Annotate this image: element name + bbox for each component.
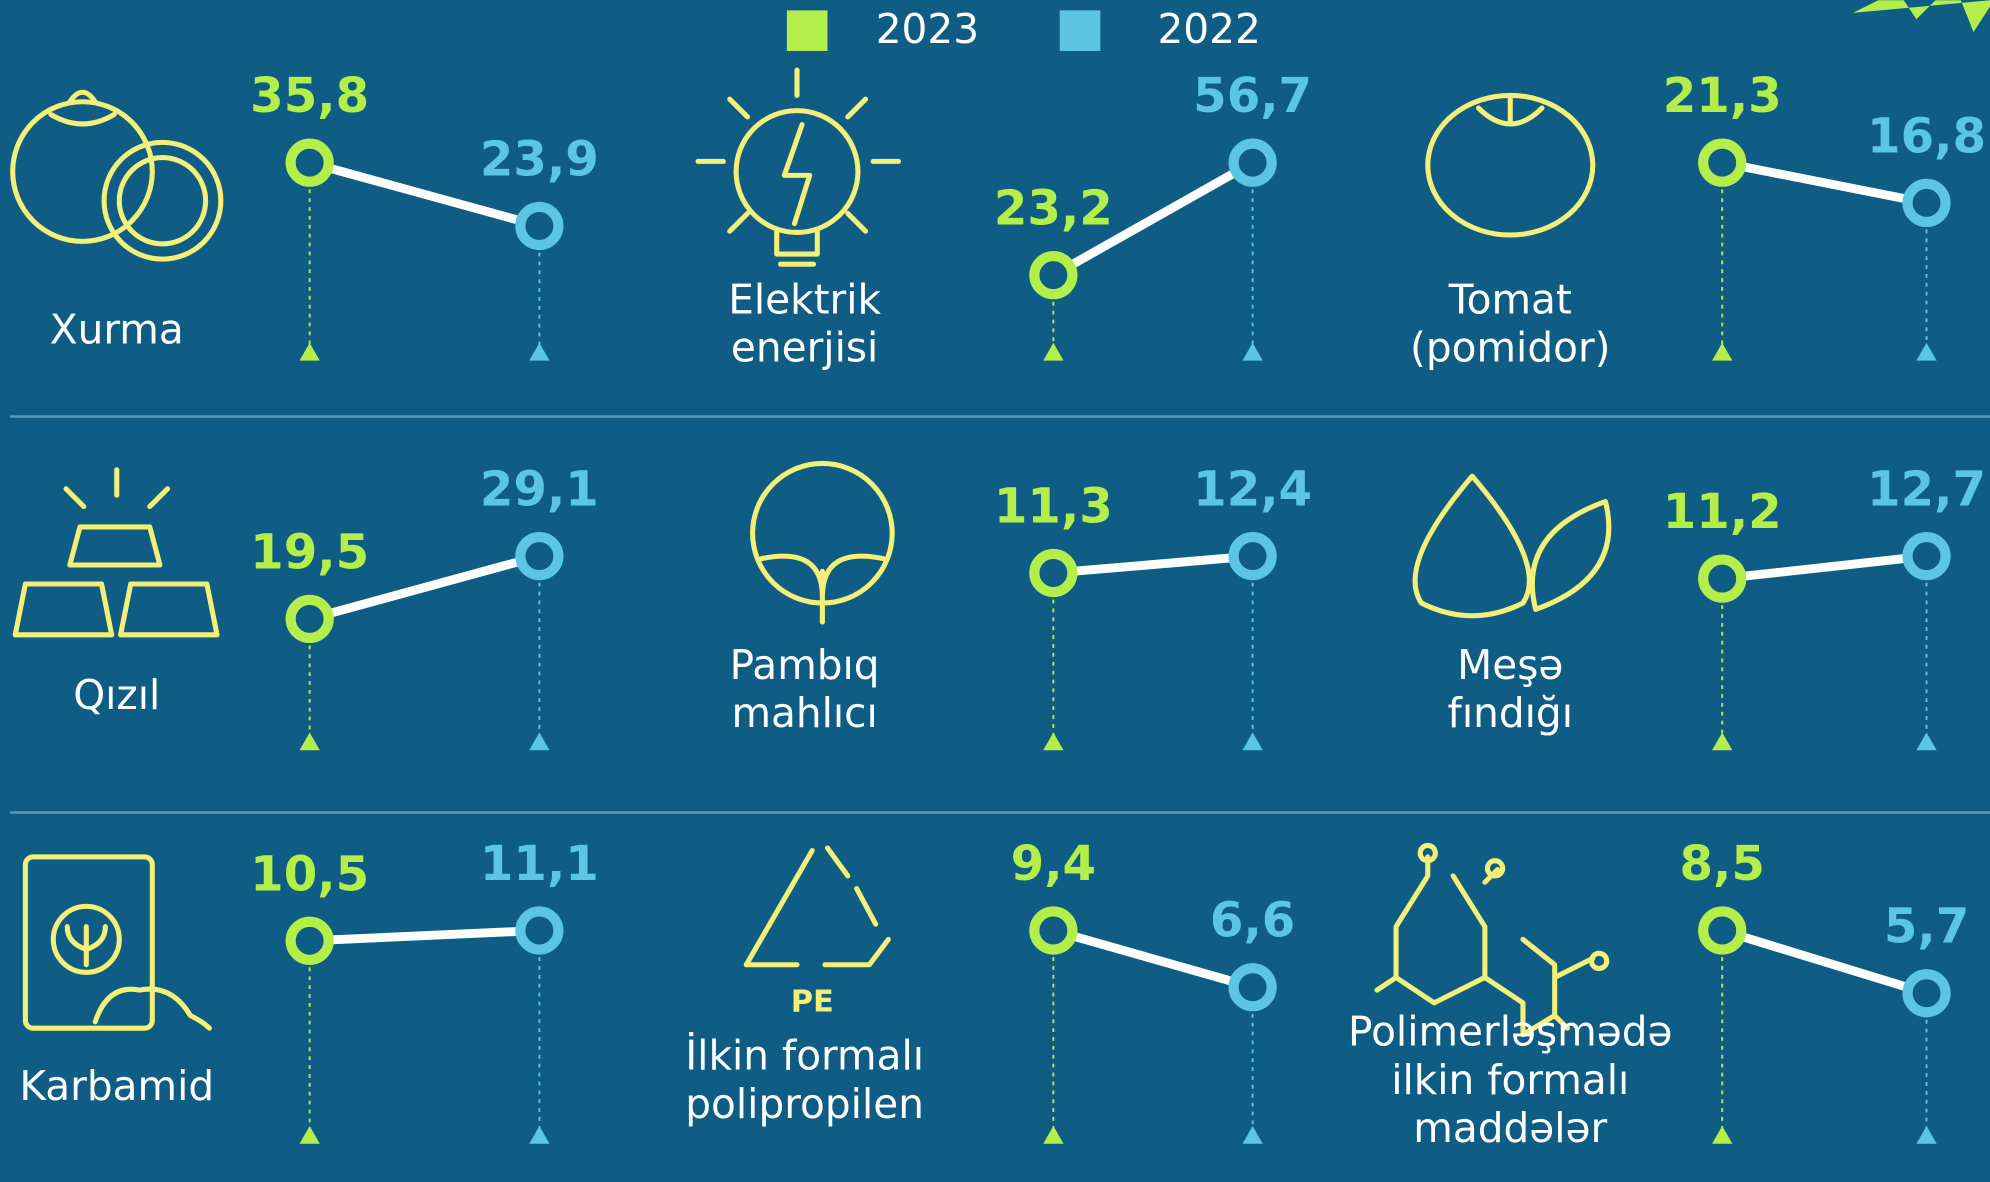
point (1902, 531, 1951, 581)
panel-name: İlkin formalı (685, 1032, 924, 1080)
point (1029, 548, 1078, 598)
marker-triangle (529, 342, 550, 361)
decoration (1852, 0, 1990, 32)
value-label: 9,4 (1011, 836, 1096, 892)
point (515, 531, 564, 581)
marker-triangle (299, 732, 320, 751)
value-label: 29,1 (480, 462, 599, 518)
marker-triangle (1916, 342, 1937, 361)
point (1029, 906, 1078, 955)
slope-line (1720, 926, 1928, 998)
value-label: 35,8 (250, 68, 369, 124)
panel-name: Polimerləşmədə (1348, 1008, 1672, 1056)
icons: PE (10, 67, 1612, 1038)
value-label: 6,6 (1210, 893, 1295, 949)
panel-name: Meşə (1457, 641, 1563, 689)
icon-gold (12, 467, 220, 638)
value-label: 56,7 (1193, 68, 1312, 124)
value-label: 11,3 (994, 479, 1113, 535)
point (1228, 138, 1277, 187)
panel-name: ilkin formalı (1391, 1056, 1629, 1104)
point (285, 916, 334, 965)
icon-tomato (1425, 92, 1596, 238)
panel-name: (pomidor) (1410, 323, 1610, 371)
icon-molecule (1374, 842, 1610, 1038)
value-label: 11,1 (480, 836, 599, 892)
point (1698, 906, 1747, 955)
marker-triangle (1712, 732, 1733, 751)
point (285, 594, 334, 644)
marker-triangle (1916, 1125, 1937, 1144)
icon-cotton (750, 460, 895, 625)
value-label: 10,5 (250, 846, 369, 902)
legend-label: 2023 (876, 5, 979, 53)
point (285, 138, 334, 187)
slope-line (1051, 158, 1255, 280)
marker-triangle (299, 342, 320, 361)
slope-line (308, 551, 541, 624)
slope-line (1052, 926, 1254, 992)
marker-triangle (1242, 342, 1263, 361)
marker-triangle (1043, 342, 1064, 361)
slope-line (309, 926, 540, 946)
panel-name: maddələr (1413, 1104, 1607, 1152)
legend-swatch (786, 10, 828, 51)
icon-fertilizer (22, 854, 212, 1031)
icon-persimmon (10, 89, 224, 262)
value-label: 8,5 (1680, 836, 1765, 892)
value-label: 23,9 (480, 131, 599, 187)
panel-name: Tomat (1448, 275, 1572, 323)
slope-line (1721, 158, 1928, 208)
icon-hazelnut (1412, 473, 1612, 619)
point (1698, 138, 1747, 187)
value-label: 12,7 (1867, 462, 1986, 518)
marker-triangle (1242, 732, 1263, 751)
point (1228, 963, 1277, 1012)
panel-name: Pambıq (730, 641, 880, 689)
value-label: 11,2 (1663, 484, 1782, 540)
value-label: 21,3 (1663, 68, 1782, 124)
value-label: 5,7 (1884, 899, 1969, 955)
marker-triangle (1242, 1125, 1263, 1144)
value-label: 16,8 (1867, 108, 1986, 164)
value-label: 23,2 (994, 181, 1113, 237)
point (1698, 554, 1747, 603)
slope-line (1721, 551, 1928, 583)
marker-triangle (1712, 1125, 1733, 1144)
icon-text: PE (791, 984, 834, 1019)
panel-name: polipropilen (685, 1080, 924, 1128)
point (1228, 531, 1277, 581)
point (515, 201, 564, 251)
marker-triangle (529, 732, 550, 751)
marker-triangle (299, 1125, 320, 1144)
panel-name: Qızıl (73, 671, 160, 719)
panel-name: Xurma (50, 306, 184, 354)
slope-line (1053, 551, 1254, 578)
marker-triangle (529, 1125, 550, 1144)
marker-triangle (1043, 1125, 1064, 1144)
point (515, 906, 564, 955)
marker-triangle (1916, 732, 1937, 751)
panel-name: Elektrik (728, 275, 881, 323)
marker-triangle (1043, 732, 1064, 751)
icon-bulb (695, 67, 902, 267)
point (1029, 251, 1078, 300)
icon-recycle: PE (743, 845, 891, 1019)
marker-triangle (1712, 342, 1733, 361)
point (1902, 178, 1951, 228)
legend-label: 2022 (1157, 5, 1260, 53)
slope-line (308, 158, 541, 231)
panel-name: mahlıcı (731, 689, 877, 737)
value-label: 19,5 (250, 524, 369, 580)
panel-name: enerjisi (731, 323, 878, 371)
panel-name: Karbamid (19, 1062, 214, 1110)
panel-name: fındığı (1448, 689, 1573, 737)
legend-swatch (1059, 10, 1101, 51)
value-label: 12,4 (1193, 462, 1312, 518)
point (1902, 969, 1951, 1018)
